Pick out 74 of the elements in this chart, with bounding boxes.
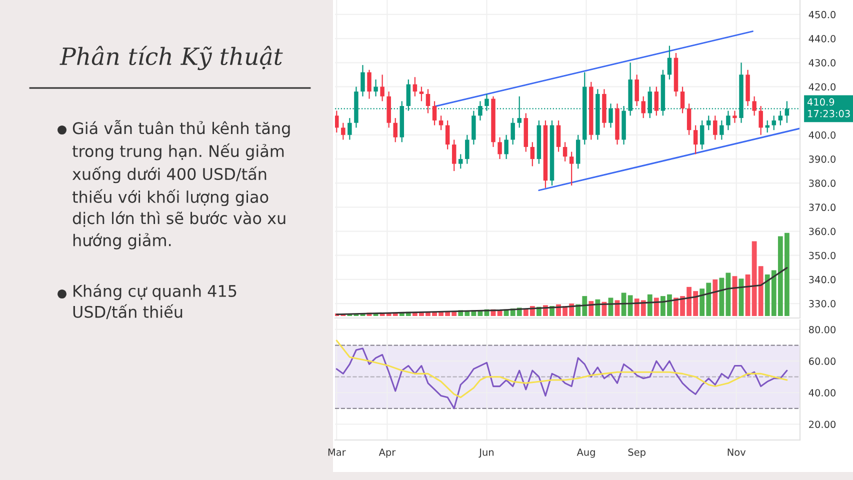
candlestick bbox=[374, 78, 378, 97]
bar bbox=[719, 278, 724, 316]
candlestick bbox=[680, 86, 685, 114]
candlestick bbox=[393, 117, 398, 143]
bar bbox=[712, 279, 718, 316]
candlestick bbox=[498, 136, 502, 160]
bar bbox=[647, 294, 652, 316]
y-tick-label: 20.00 bbox=[809, 420, 836, 428]
y-tick-label: 420.0 bbox=[808, 83, 836, 91]
y-tick-label: 380.0 bbox=[809, 180, 836, 187]
candlestick bbox=[732, 110, 737, 124]
bar bbox=[654, 298, 659, 316]
candlestick bbox=[634, 74, 639, 107]
candlestick bbox=[641, 96, 646, 119]
candlestick bbox=[654, 86, 659, 116]
y-tick-label: 330.0 bbox=[809, 300, 836, 308]
y-tick-label: 80.00 bbox=[808, 326, 836, 334]
y-tick-label: 450.0 bbox=[808, 10, 836, 18]
candlestick bbox=[530, 142, 535, 167]
x-tick-label: Sep bbox=[628, 448, 646, 458]
candlestick bbox=[380, 74, 384, 102]
candlestick bbox=[693, 124, 698, 155]
y-tick-label: 360.0 bbox=[809, 228, 836, 236]
candlestick bbox=[706, 115, 711, 131]
text: Giá vẫn tuân thủ kênh tăng trong trung hạn. Nếu giảm xuống dưới 400 USD/tấn thiếu với khối lượng giao dịch lớn thì sẽ bước vào xu hướng giảm. bbox=[72, 120, 290, 250]
y-tick-label: 40.00 bbox=[808, 389, 836, 396]
x-tick-label: Nov bbox=[728, 448, 746, 456]
bar bbox=[628, 295, 633, 316]
candlestick bbox=[452, 139, 456, 172]
candlestick bbox=[348, 117, 352, 140]
y-tick-label: 340.0 bbox=[809, 276, 836, 284]
y-tick-label: 370.0 bbox=[809, 204, 836, 212]
candlestick bbox=[667, 45, 672, 80]
candlestick bbox=[341, 122, 346, 140]
y-tick-label: 430.0 bbox=[808, 59, 836, 66]
candlestick bbox=[758, 105, 763, 136]
y-tick-label: 60.00 bbox=[809, 358, 836, 365]
line-series bbox=[336, 340, 788, 398]
candlestick bbox=[426, 88, 430, 114]
x-tick-label: Mar bbox=[328, 448, 346, 456]
candlestick bbox=[438, 115, 444, 131]
candlestick bbox=[465, 134, 470, 164]
candlestick bbox=[445, 120, 450, 150]
candlestick bbox=[772, 115, 776, 131]
candlestick bbox=[778, 110, 783, 126]
text: Kháng cự quanh 415 USD/tấn thiếu bbox=[73, 284, 236, 320]
candlestick bbox=[686, 103, 692, 136]
candlestick bbox=[562, 142, 568, 162]
y-tick-label: 390.0 bbox=[809, 155, 836, 163]
candlestick bbox=[432, 100, 437, 126]
y-tick-label: 350.0 bbox=[809, 252, 836, 260]
candlestick bbox=[412, 76, 418, 97]
candlestick bbox=[726, 110, 730, 131]
bar bbox=[595, 299, 600, 316]
y-tick-label: 400.0 bbox=[808, 131, 836, 139]
x-tick-label: Apr bbox=[378, 448, 396, 458]
candlestick bbox=[713, 115, 718, 140]
candlestick bbox=[556, 120, 561, 152]
candlestick bbox=[510, 117, 515, 146]
text: Phân tích Kỹ thuật bbox=[60, 46, 283, 70]
candlestick bbox=[752, 96, 756, 116]
ref-line-label: 410.9 17:23:03 bbox=[807, 98, 850, 118]
y-tick-label: 440.0 bbox=[808, 35, 836, 42]
candlestick bbox=[419, 86, 424, 102]
candlestick bbox=[360, 64, 365, 97]
candlestick bbox=[720, 120, 724, 140]
candlestick bbox=[458, 154, 463, 170]
candlestick bbox=[367, 69, 372, 100]
x-tick-label: Jun bbox=[478, 448, 494, 458]
candlestick bbox=[569, 151, 574, 186]
candlestick bbox=[335, 110, 339, 134]
candlestick bbox=[504, 134, 508, 160]
x-tick-label: Aug bbox=[576, 448, 595, 458]
candlestick bbox=[700, 120, 704, 150]
